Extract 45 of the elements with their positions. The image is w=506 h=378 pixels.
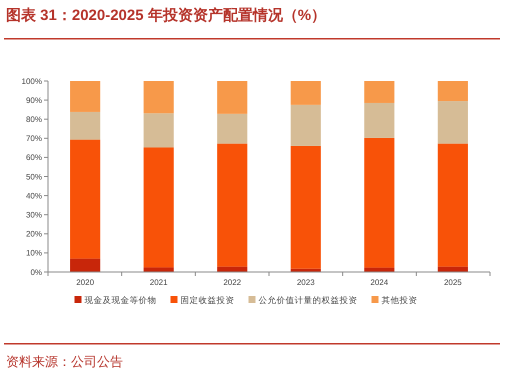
bar [217, 81, 248, 114]
bar [217, 266, 248, 272]
y-tick-label: 100% [22, 76, 42, 86]
x-tick-label: 2023 [296, 278, 316, 287]
bar [438, 144, 468, 267]
bar [438, 81, 468, 102]
bar [364, 138, 394, 268]
y-tick-label: 0% [30, 268, 42, 277]
bar [70, 81, 100, 112]
bar [144, 113, 174, 148]
bar [144, 81, 174, 114]
legend-label: 其他投资 [382, 294, 418, 305]
bar [364, 268, 394, 272]
x-tick-label: 2022 [223, 278, 242, 287]
legend-label: 固定收益投资 [180, 294, 234, 305]
bar [290, 146, 321, 269]
text: 资料来源：公司公告 [6, 354, 123, 369]
chart-title: 图表 31：2020-2025 年投资资产配置情况（%） [6, 7, 326, 24]
legend-label: 公允价值计量的权益投资 [258, 294, 358, 305]
y-tick-label: 70% [26, 134, 42, 144]
bar [70, 140, 100, 259]
bar [144, 147, 174, 268]
legend-label: 现金及现金等价物 [84, 294, 156, 305]
x-tick-label: 2024 [370, 278, 389, 287]
bar [70, 258, 100, 272]
bar [364, 102, 394, 138]
y-tick-label: 20% [26, 230, 42, 239]
y-tick-label: 90% [26, 96, 42, 105]
bar [290, 104, 321, 146]
x-tick-label: 2021 [150, 278, 168, 287]
bar [290, 81, 321, 105]
bar [438, 101, 468, 144]
y-tick-label: 80% [26, 115, 42, 124]
bar [438, 266, 468, 272]
y-tick-label: 30% [26, 210, 42, 220]
x-tick-label: 2025 [444, 278, 462, 287]
bar [364, 81, 394, 103]
y-tick-label: 40% [26, 191, 42, 200]
y-tick-label: 10% [26, 248, 42, 258]
y-tick-label: 60% [26, 153, 42, 162]
bar [217, 114, 248, 144]
bar [217, 144, 248, 267]
y-tick-label: 50% [26, 172, 42, 182]
x-tick-label: 2020 [76, 278, 95, 287]
bar [70, 112, 100, 140]
